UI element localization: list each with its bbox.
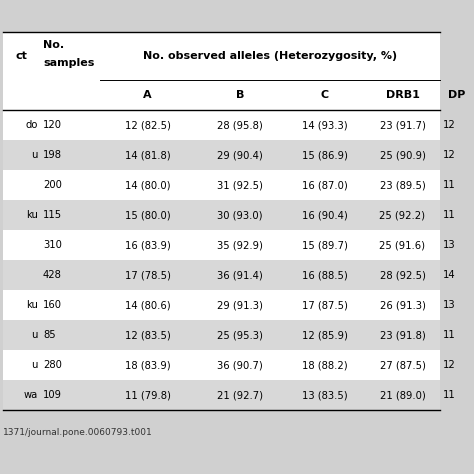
Text: 12: 12: [443, 150, 456, 160]
Text: 27 (87.5): 27 (87.5): [380, 360, 426, 370]
Text: 11: 11: [443, 180, 456, 190]
Bar: [3, 110, 440, 140]
Text: 25 (91.6): 25 (91.6): [380, 240, 426, 250]
Text: 11: 11: [443, 210, 456, 220]
Bar: [3, 350, 440, 380]
Bar: [3, 290, 440, 320]
Text: 21 (92.7): 21 (92.7): [217, 390, 263, 400]
Text: 23 (89.5): 23 (89.5): [380, 180, 425, 190]
Text: No. observed alleles (Heterozygosity, %): No. observed alleles (Heterozygosity, %): [143, 51, 397, 61]
Text: 36 (91.4): 36 (91.4): [217, 270, 263, 280]
Text: 310: 310: [43, 240, 62, 250]
Text: 13: 13: [443, 240, 456, 250]
Text: 1371/journal.pone.0060793.t001: 1371/journal.pone.0060793.t001: [3, 428, 153, 437]
Text: 11 (79.8): 11 (79.8): [125, 390, 171, 400]
Text: 16 (90.4): 16 (90.4): [302, 210, 348, 220]
Bar: [3, 200, 440, 230]
Text: 12: 12: [443, 120, 456, 130]
Text: 16 (88.5): 16 (88.5): [302, 270, 348, 280]
Bar: [3, 230, 440, 260]
Text: 198: 198: [43, 150, 62, 160]
Text: DP: DP: [448, 90, 465, 100]
Text: 21 (89.0): 21 (89.0): [380, 390, 425, 400]
Text: 120: 120: [43, 120, 62, 130]
Text: 200: 200: [43, 180, 62, 190]
Text: 14 (81.8): 14 (81.8): [125, 150, 170, 160]
Text: do: do: [26, 120, 38, 130]
Text: 14: 14: [443, 270, 456, 280]
Text: No.: No.: [43, 40, 64, 50]
Text: 14 (80.0): 14 (80.0): [125, 180, 170, 190]
Text: 14 (93.3): 14 (93.3): [302, 120, 348, 130]
Text: 17 (78.5): 17 (78.5): [125, 270, 171, 280]
Text: 36 (90.7): 36 (90.7): [217, 360, 263, 370]
Bar: [3, 380, 440, 410]
Text: 17 (87.5): 17 (87.5): [302, 300, 348, 310]
Text: 85: 85: [43, 330, 55, 340]
Text: B: B: [236, 90, 244, 100]
Text: 14 (80.6): 14 (80.6): [125, 300, 170, 310]
Text: 16 (83.9): 16 (83.9): [125, 240, 170, 250]
Text: ku: ku: [26, 210, 38, 220]
Text: 428: 428: [43, 270, 62, 280]
Text: 12 (83.5): 12 (83.5): [125, 330, 170, 340]
Text: wa: wa: [24, 390, 38, 400]
Text: 29 (91.3): 29 (91.3): [217, 300, 263, 310]
Text: 23 (91.7): 23 (91.7): [380, 120, 426, 130]
Bar: [3, 170, 440, 200]
Text: 18 (83.9): 18 (83.9): [125, 360, 170, 370]
Text: 12: 12: [443, 360, 456, 370]
Text: 15 (89.7): 15 (89.7): [302, 240, 348, 250]
Text: 15 (80.0): 15 (80.0): [125, 210, 170, 220]
Text: 11: 11: [443, 390, 456, 400]
Text: 25 (92.2): 25 (92.2): [380, 210, 426, 220]
Text: 25 (95.3): 25 (95.3): [217, 330, 263, 340]
Text: ku: ku: [26, 300, 38, 310]
Text: u: u: [32, 360, 38, 370]
Text: 13 (83.5): 13 (83.5): [302, 390, 348, 400]
Text: 16 (87.0): 16 (87.0): [302, 180, 348, 190]
Text: 13: 13: [443, 300, 456, 310]
Text: C: C: [321, 90, 329, 100]
Text: 15 (86.9): 15 (86.9): [302, 150, 348, 160]
Bar: [3, 140, 440, 170]
Text: 25 (90.9): 25 (90.9): [380, 150, 426, 160]
Text: 31 (92.5): 31 (92.5): [217, 180, 263, 190]
Text: 23 (91.8): 23 (91.8): [380, 330, 425, 340]
Text: ct: ct: [16, 51, 27, 61]
Text: 18 (88.2): 18 (88.2): [302, 360, 348, 370]
Text: 26 (91.3): 26 (91.3): [380, 300, 426, 310]
Text: 28 (92.5): 28 (92.5): [380, 270, 426, 280]
Text: 12 (82.5): 12 (82.5): [125, 120, 171, 130]
Bar: [3, 320, 440, 350]
Text: 109: 109: [43, 390, 62, 400]
Text: u: u: [32, 150, 38, 160]
Text: 30 (93.0): 30 (93.0): [217, 210, 263, 220]
Text: 280: 280: [43, 360, 62, 370]
Text: samples: samples: [43, 58, 94, 68]
Text: 12 (85.9): 12 (85.9): [302, 330, 348, 340]
Text: 29 (90.4): 29 (90.4): [217, 150, 263, 160]
Text: 28 (95.8): 28 (95.8): [217, 120, 263, 130]
Text: DRB1: DRB1: [385, 90, 419, 100]
Text: A: A: [143, 90, 152, 100]
Text: 115: 115: [43, 210, 62, 220]
Bar: [3, 260, 440, 290]
Text: u: u: [32, 330, 38, 340]
Text: 35 (92.9): 35 (92.9): [217, 240, 263, 250]
Text: 160: 160: [43, 300, 62, 310]
Bar: [3, 32, 440, 410]
Text: 11: 11: [443, 330, 456, 340]
